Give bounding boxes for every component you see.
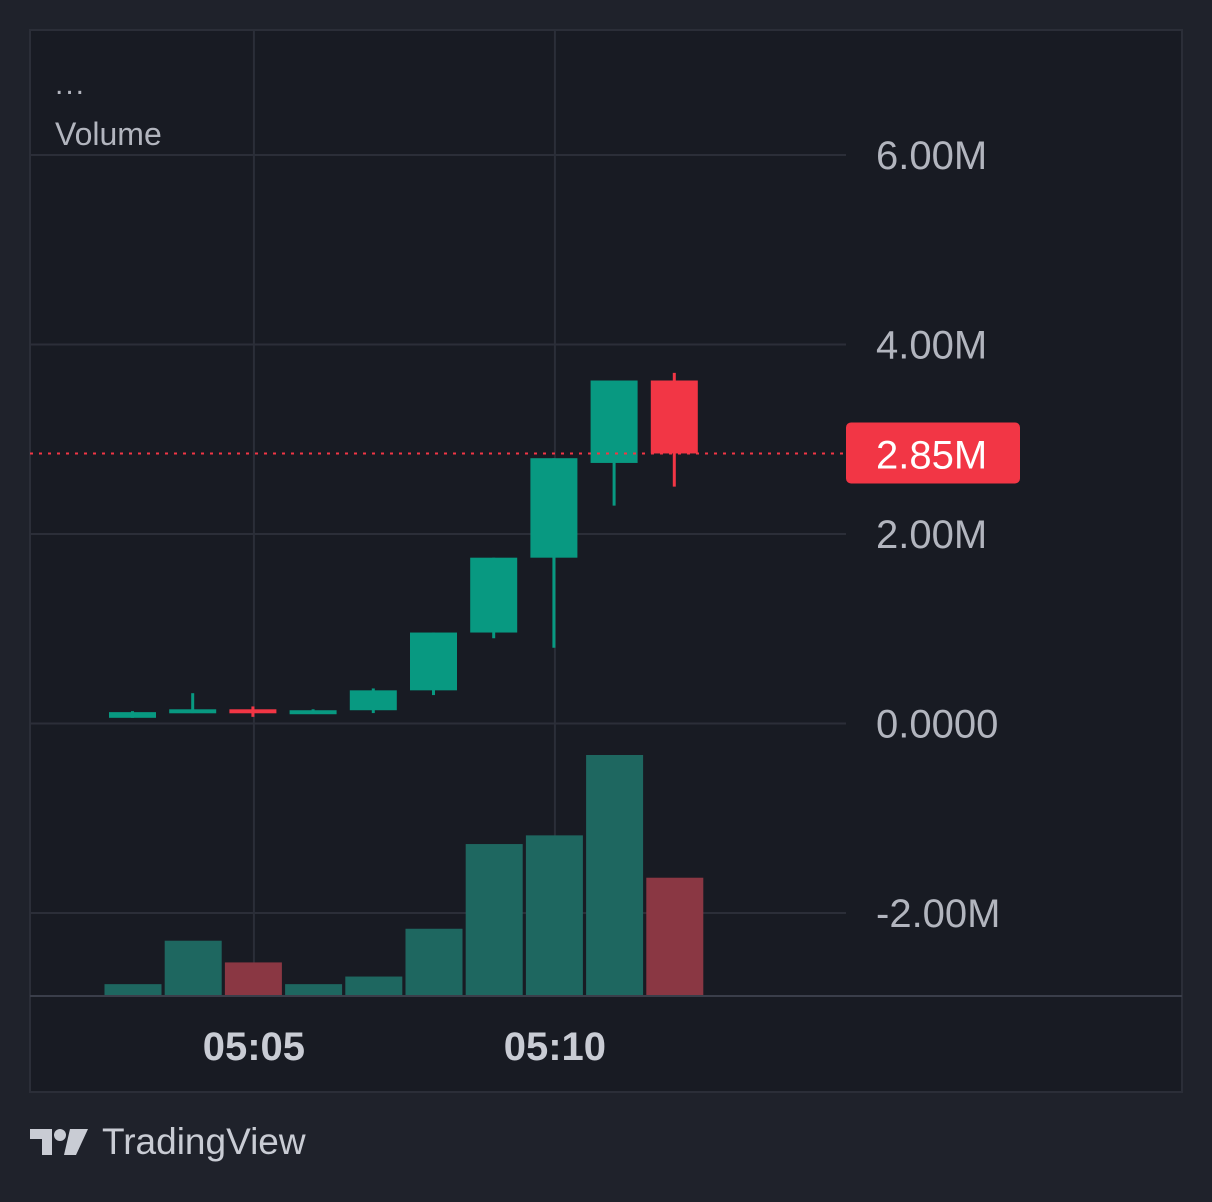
tradingview-logo-icon: [30, 1129, 88, 1155]
axes-labels: 6.00M 4.00M 2.00M 0.0000 -2.00M 05:05 05:10: [203, 134, 1001, 1069]
candle-body: [109, 712, 156, 718]
tradingview-brand[interactable]: TradingView: [30, 1120, 306, 1164]
candle-body: [410, 632, 457, 691]
volume-bar: [104, 984, 162, 995]
candle-body: [590, 380, 638, 463]
price-candles: [109, 372, 698, 718]
volume-bar: [465, 844, 523, 995]
volume-bars: [104, 755, 704, 995]
price-tick-label: 2.00M: [876, 513, 987, 557]
candle-body: [169, 709, 217, 714]
price-tick-label: 4.00M: [876, 324, 987, 368]
volume-bar: [345, 976, 403, 995]
price-tick-label: 0.0000: [876, 703, 998, 747]
volume-legend-label[interactable]: Volume: [55, 116, 162, 152]
volume-bar: [285, 984, 343, 995]
legend-menu-dots[interactable]: ...: [55, 68, 87, 101]
volume-bar: [586, 755, 644, 995]
candle-body: [650, 380, 698, 454]
candle-body: [470, 557, 518, 633]
time-tick-label: 05:05: [203, 1025, 305, 1069]
volume-bar: [224, 962, 282, 995]
candle-body: [530, 458, 578, 558]
last-price-badge: [846, 422, 1020, 484]
volume-bar: [164, 940, 222, 995]
volume-bar: [405, 928, 463, 995]
last-price-label: 2.85M: [876, 433, 987, 477]
price-tick-label: 6.00M: [876, 134, 987, 178]
last-price-overlay: 2.85M: [30, 422, 1020, 484]
price-tick-label: -2.00M: [876, 892, 1001, 936]
candle-body: [349, 690, 397, 711]
grid-lines: [30, 30, 1182, 997]
candle-body: [289, 710, 337, 715]
tradingview-wordmark: TradingView: [102, 1121, 306, 1162]
volume-bar: [525, 835, 583, 995]
time-tick-label: 05:10: [504, 1025, 606, 1069]
volume-bar: [646, 877, 704, 995]
candle-body: [229, 709, 277, 714]
